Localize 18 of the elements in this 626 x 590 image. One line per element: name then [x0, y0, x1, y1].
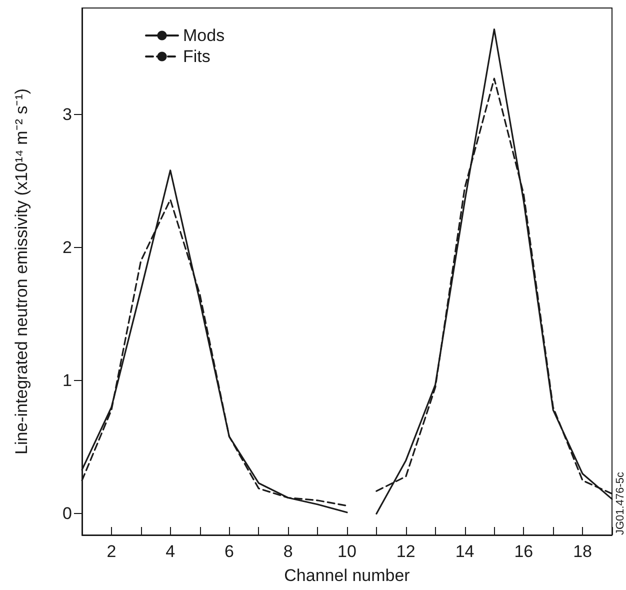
x-tick-label: 6 [224, 542, 234, 561]
legend-label: Mods [183, 26, 225, 45]
x-tick-label: 18 [573, 542, 592, 561]
y-tick-label: 2 [62, 238, 72, 258]
x-tick-label: 2 [106, 542, 116, 561]
y-tick-label: 3 [62, 104, 72, 124]
x-tick-label: 4 [166, 542, 176, 561]
x-tick-label: 16 [514, 542, 534, 561]
legend-label: Fits [183, 47, 210, 66]
y-axis-title: Line-integrated neutron emissivity (x10¹⁴ m⁻² s⁻¹) [12, 88, 31, 455]
x-tick-label: 12 [396, 542, 416, 561]
x-tick-label: 14 [455, 542, 474, 561]
y-tick-label: 0 [62, 504, 72, 524]
text: JG01.476-5c [614, 472, 626, 535]
x-tick-label: 8 [283, 542, 293, 561]
x-tick-label: 10 [338, 542, 356, 561]
y-tick-label: 1 [62, 371, 72, 390]
x-axis-title: Channel number [284, 566, 410, 585]
